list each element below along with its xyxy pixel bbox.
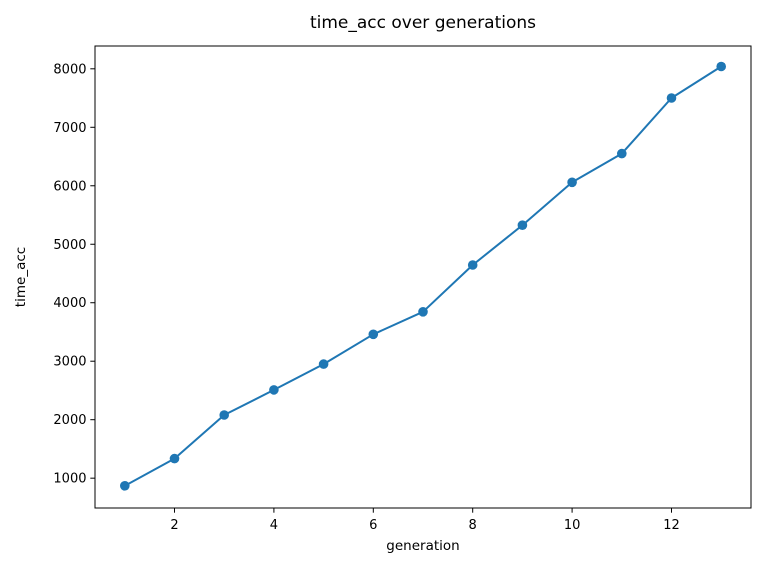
data-point <box>716 61 726 72</box>
data-point <box>120 481 130 491</box>
y-axis-label: time_acc <box>13 246 29 308</box>
data-point <box>318 359 329 369</box>
data-point <box>219 410 229 420</box>
y-tick-label: 1000 <box>53 472 86 487</box>
data-point <box>617 148 627 159</box>
data-point <box>517 220 528 230</box>
data-point <box>418 307 428 317</box>
data-point <box>368 329 379 340</box>
x-tick-label: 8 <box>469 518 477 533</box>
x-tick-label: 4 <box>270 518 278 533</box>
data-point <box>666 93 677 103</box>
x-axis-label: generation <box>386 538 460 554</box>
y-tick-label: 3000 <box>53 355 86 370</box>
x-tick-label: 12 <box>663 518 680 533</box>
data-point <box>169 453 180 464</box>
data-point <box>269 385 279 395</box>
x-tick-label: 2 <box>170 518 178 533</box>
data-line <box>123 65 723 487</box>
data-point <box>567 177 577 188</box>
y-tick-label: 6000 <box>53 179 86 194</box>
y-tick-label: 5000 <box>53 238 86 253</box>
x-tick-label: 6 <box>369 518 377 533</box>
data-point <box>467 260 478 270</box>
chart-title: time_acc over generations <box>309 13 537 33</box>
y-tick-label: 7000 <box>53 121 86 136</box>
y-tick-label: 4000 <box>53 296 86 311</box>
y-tick-label: 8000 <box>53 62 86 77</box>
plot-area <box>94 45 752 509</box>
x-tick-label: 10 <box>564 518 581 533</box>
y-tick-label: 2000 <box>53 413 86 428</box>
